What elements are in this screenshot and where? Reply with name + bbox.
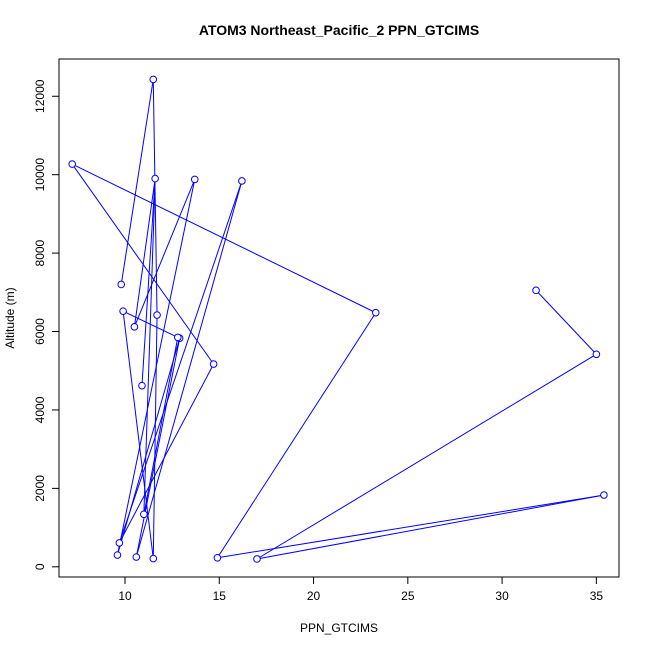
data-point	[253, 555, 261, 563]
series-segment	[120, 366, 213, 541]
series-segment	[125, 312, 176, 337]
data-point	[117, 280, 126, 289]
series-segment	[537, 292, 595, 353]
series-segment	[143, 340, 178, 512]
y-tick-label: 0	[33, 563, 47, 570]
data-points	[68, 75, 608, 563]
y-axis: 0 2000 4000 6000 8000 10000 12000	[33, 79, 59, 570]
data-point	[138, 381, 146, 390]
data-point	[115, 539, 124, 547]
x-tick-label: 10	[118, 589, 132, 603]
data-point	[173, 333, 182, 342]
series-segment	[152, 82, 158, 312]
data-point	[130, 323, 139, 331]
data-point	[140, 510, 148, 519]
x-tick-label: 25	[401, 589, 415, 603]
y-tick-label: 10000	[33, 158, 47, 192]
series-segment	[74, 165, 374, 312]
series-segment	[143, 181, 156, 511]
data-point	[68, 160, 76, 168]
y-tick-label: 8000	[33, 239, 47, 266]
data-point	[113, 551, 122, 559]
series-segment	[260, 495, 601, 559]
data-point	[149, 75, 158, 84]
data-point	[592, 350, 601, 359]
y-axis-label: Altitude (m)	[3, 287, 17, 348]
x-tick-label: 35	[590, 589, 604, 603]
x-axis-label: PPN_GTCIMS	[300, 621, 378, 635]
y-tick-label: 6000	[33, 318, 47, 345]
x-tick-label: 15	[213, 589, 227, 603]
series-segment	[136, 341, 180, 554]
series	[73, 82, 601, 559]
data-point	[371, 308, 380, 317]
series-segment	[220, 495, 601, 558]
data-point	[119, 307, 127, 315]
series-segment	[121, 82, 154, 282]
y-tick-label: 12000	[33, 79, 47, 113]
series-segment	[134, 181, 156, 324]
chart-title: ATOM3 Northeast_Pacific_2 PPN_GTCIMS	[199, 22, 479, 38]
series-segment	[218, 315, 375, 556]
x-tick-label: 30	[495, 589, 509, 603]
data-point	[238, 177, 246, 185]
x-axis: 10 15 20 25 30 35	[118, 577, 603, 603]
plot-frame	[58, 58, 620, 578]
data-point	[149, 554, 158, 563]
series-segment	[135, 182, 194, 324]
y-tick-label: 2000	[33, 475, 47, 502]
series-segment	[259, 355, 594, 558]
data-point	[190, 175, 199, 184]
data-point	[600, 491, 608, 499]
data-point	[213, 553, 222, 562]
data-point	[209, 360, 218, 368]
series-segment	[117, 341, 180, 553]
series-segment	[119, 183, 242, 540]
y-tick-label: 4000	[33, 396, 47, 423]
data-point	[153, 311, 161, 319]
series-segment	[123, 314, 154, 556]
x-tick-label: 20	[307, 589, 321, 603]
series-segment	[152, 318, 158, 556]
data-point	[532, 286, 540, 295]
data-point	[132, 553, 141, 561]
data-point	[151, 174, 159, 183]
series-segment	[141, 181, 156, 383]
